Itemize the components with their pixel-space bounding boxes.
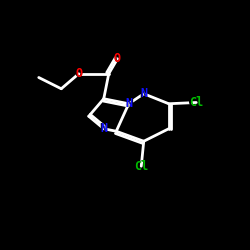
Text: N: N [100,122,107,135]
Text: O: O [114,52,121,65]
Text: O: O [75,67,82,80]
Text: Cl: Cl [134,160,148,173]
Text: O: O [114,52,122,65]
Text: Cl: Cl [133,160,149,173]
Text: N: N [140,87,147,100]
Text: Cl: Cl [188,96,204,109]
Text: N: N [100,122,108,135]
Text: O: O [75,67,83,80]
Text: N: N [125,97,132,110]
Text: N: N [125,97,133,110]
Text: N: N [140,87,148,100]
Text: Cl: Cl [189,96,204,109]
